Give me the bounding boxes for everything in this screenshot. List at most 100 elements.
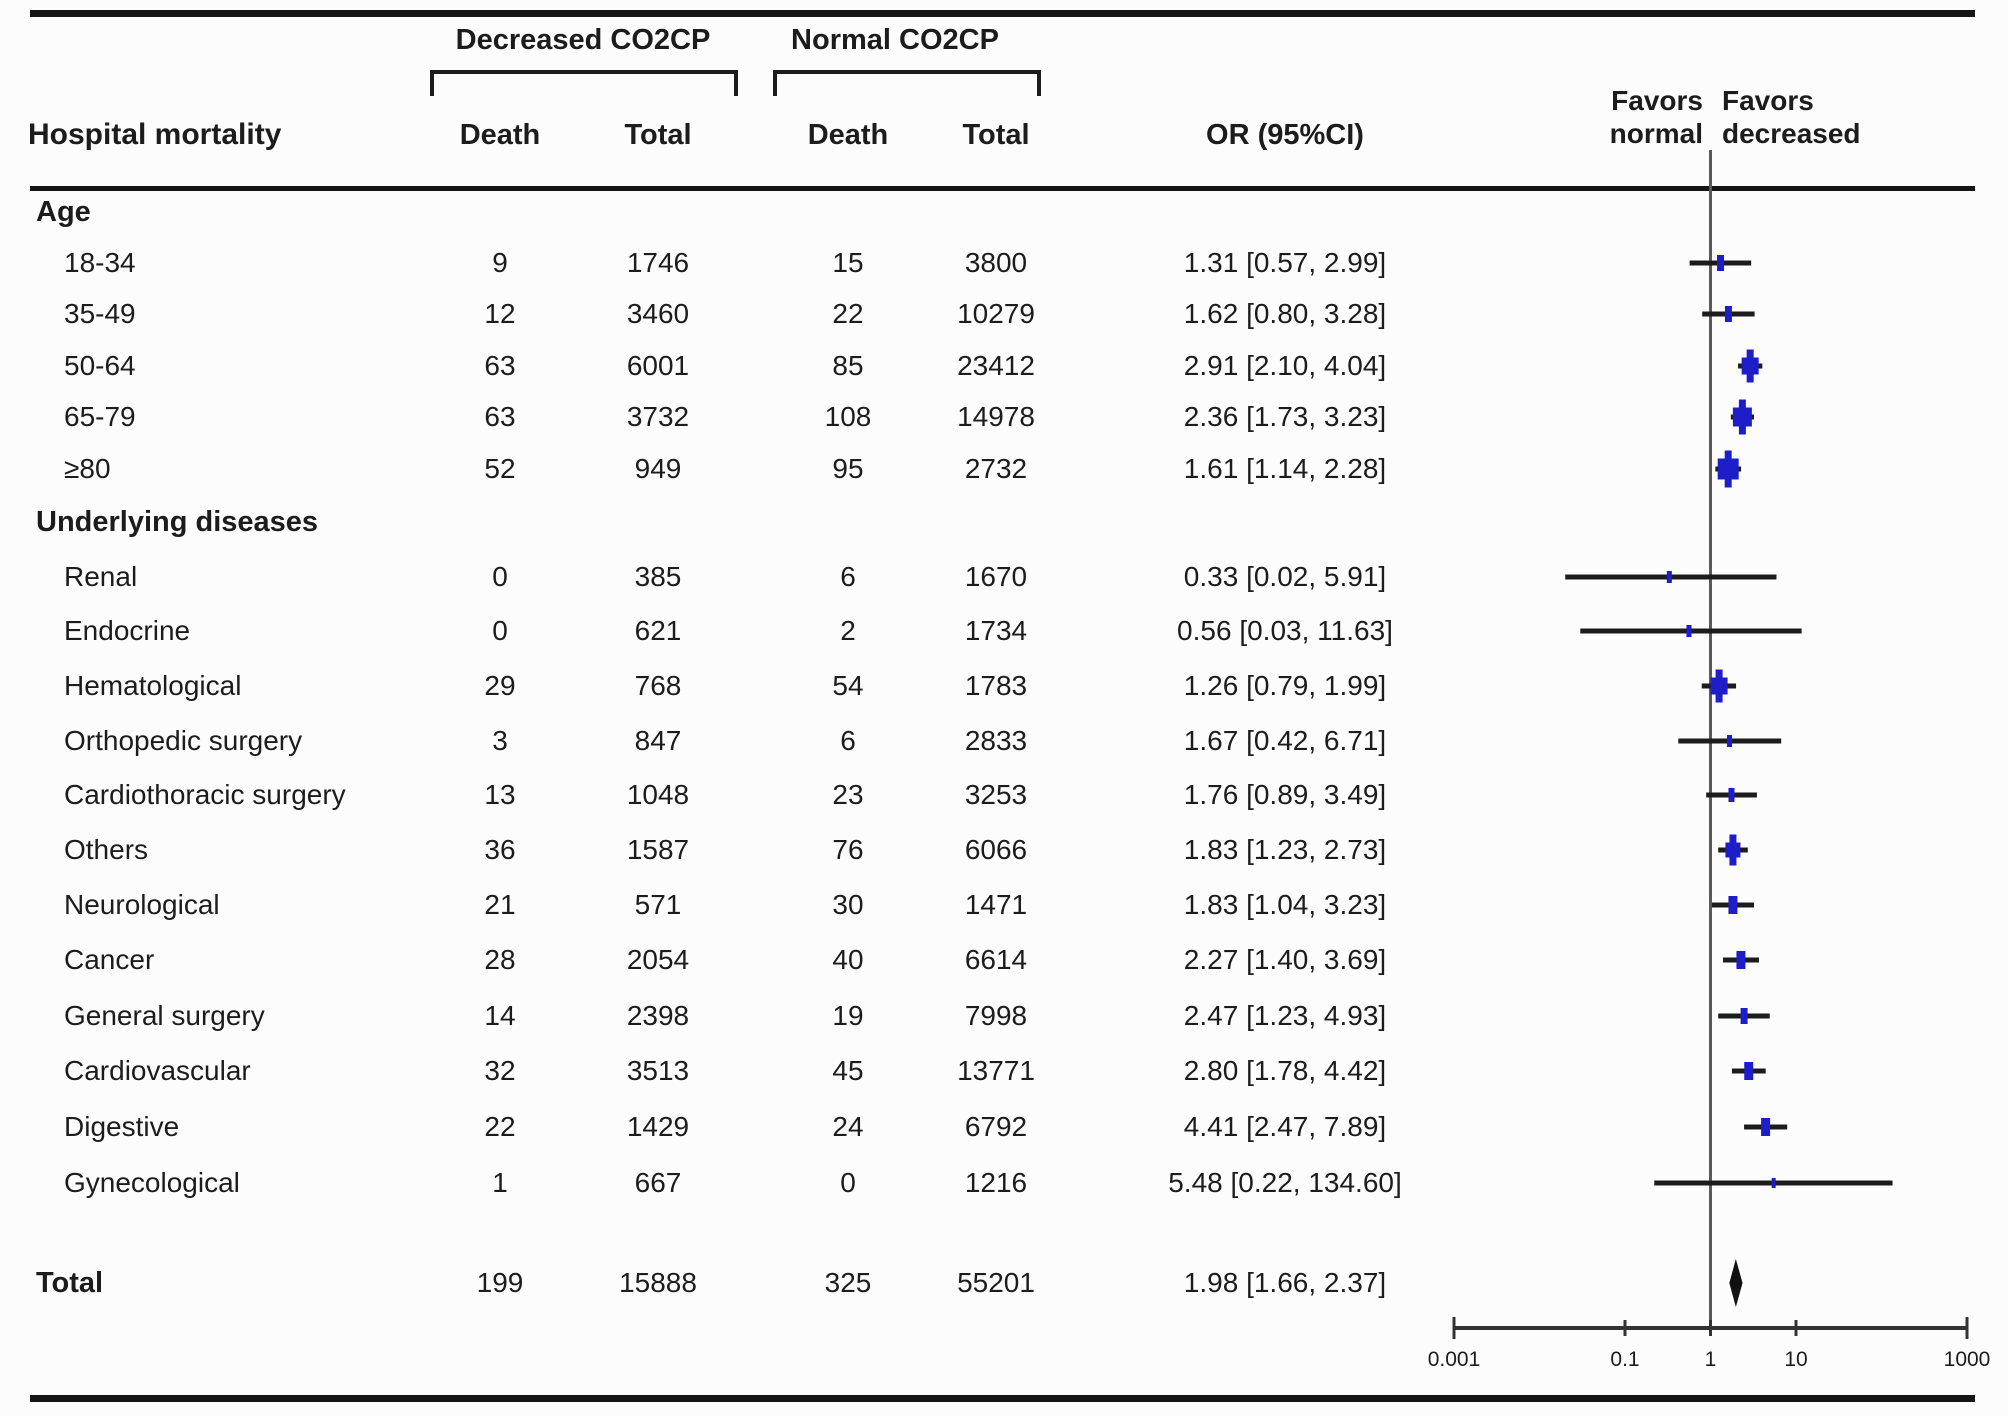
cell-death-normal: 19 [832,1000,864,1031]
cell-death-normal: 95 [832,453,864,484]
row-label: Cardiovascular [64,1055,251,1086]
cell-death-decreased: 29 [484,670,516,701]
cell-or-ci: 2.80 [1.78, 4.42] [1183,1055,1387,1086]
cell-death-normal: 15 [832,247,864,278]
row-label: Renal [64,561,138,592]
row-label: General surgery [64,1000,265,1031]
x-axis-tick-label: 0.1 [1610,1348,1639,1371]
cell-or-ci: 1.31 [0.57, 2.99] [1183,247,1387,278]
row-label: Neurological [64,889,220,920]
forest-plot-panel: 0.001 0.1 1 10 1000 [1420,140,2008,1380]
row-label: Digestive [64,1111,180,1142]
cell-death-normal: 40 [832,944,864,975]
row-label: Hematological [64,670,242,701]
cell-total-decreased: 3513 [626,1055,690,1086]
column-header-death-normal: Death [807,119,889,151]
cell-total-normal: 6614 [964,944,1028,975]
section-label: Underlying diseases [36,506,319,538]
cell-death-decreased: 63 [484,401,516,432]
or-tick-marker [1727,735,1733,747]
cell-total-decreased: 3460 [626,298,690,329]
row-label: 65-79 [64,401,136,432]
group-header-normal: Normal CO2CP [791,24,999,56]
cell-death-normal: 76 [832,834,864,865]
cell-death-normal: 325 [824,1267,872,1298]
cell-or-ci: 1.83 [1.04, 3.23] [1183,889,1387,920]
row-label: Orthopedic surgery [64,725,303,756]
cell-total-decreased: 15888 [619,1267,697,1298]
row-label: 35-49 [64,298,136,329]
x-axis-tick-label: 10 [1784,1348,1807,1371]
cell-total-normal: 2732 [964,453,1028,484]
row-label: 50-64 [64,350,136,381]
cell-total-decreased: 1587 [626,834,690,865]
row-label: Endocrine [64,615,191,646]
favors-decreased-label: Favors decreased [1722,84,1982,150]
or-tick-marker [1724,450,1732,488]
cell-total-normal: 1783 [964,670,1028,701]
or-tick-marker [1666,571,1672,583]
cell-or-ci: 1.83 [1.23, 2.73] [1183,834,1387,865]
cell-death-normal: 85 [832,350,864,381]
column-header-death-decreased: Death [459,119,541,151]
x-axis-tick-label: 1000 [1944,1348,1991,1371]
cell-total-normal: 7998 [964,1000,1028,1031]
section-label: Total [36,1267,104,1299]
cell-total-normal: 6066 [964,834,1028,865]
row-label: 18-34 [64,247,136,278]
cell-death-decreased: 21 [484,889,516,920]
or-tick-marker [1761,1118,1771,1136]
cell-death-normal: 2 [840,615,856,646]
cell-total-normal: 3253 [964,779,1028,810]
summary-diamond [1729,1259,1743,1307]
cell-total-normal: 6792 [964,1111,1028,1142]
cell-death-normal: 0 [840,1167,856,1198]
forest-plot-svg: 0.001 0.1 1 10 1000 [1428,150,1991,1371]
cell-total-decreased: 667 [634,1167,682,1198]
cell-total-normal: 1670 [964,561,1028,592]
or-tick-marker [1746,349,1754,383]
cell-death-decreased: 12 [484,298,516,329]
cell-total-decreased: 1048 [626,779,690,810]
section-label: Age [36,196,91,228]
cell-or-ci: 1.76 [0.89, 3.49] [1183,779,1387,810]
cell-death-decreased: 63 [484,350,516,381]
bottom-rule [30,1395,1975,1402]
cell-death-decreased: 0 [492,561,508,592]
cell-or-ci: 0.33 [0.02, 5.91] [1183,561,1387,592]
column-header-hospital-mortality: Hospital mortality [28,118,282,151]
cell-total-normal: 3800 [964,247,1028,278]
cell-total-normal: 10279 [957,298,1035,329]
favors-decreased-line2: decreased [1722,118,1861,149]
cell-total-normal: 1216 [964,1167,1028,1198]
cell-or-ci: 4.41 [2.47, 7.89] [1183,1111,1387,1142]
cell-or-ci: 5.48 [0.22, 134.60] [1168,1167,1402,1198]
cell-death-normal: 54 [832,670,864,701]
cell-total-decreased: 2054 [626,944,690,975]
column-header-total-normal: Total [962,119,1030,151]
cell-or-ci: 1.61 [1.14, 2.28] [1183,453,1387,484]
favors-decreased-line1: Favors [1722,85,1814,116]
or-tick-marker [1728,896,1738,914]
cell-death-decreased: 0 [492,615,508,646]
cell-total-normal: 1471 [964,889,1028,920]
cell-total-decreased: 1746 [626,247,690,278]
cell-death-decreased: 36 [484,834,516,865]
cell-or-ci: 2.27 [1.40, 3.69] [1183,944,1387,975]
row-label: Gynecological [64,1167,240,1198]
cell-total-normal: 14978 [957,401,1035,432]
cell-death-normal: 24 [832,1111,864,1142]
column-header-total-decreased: Total [624,119,692,151]
row-label: Cancer [64,944,155,975]
cell-total-normal: 55201 [957,1267,1035,1298]
header-rule [30,186,1975,191]
cell-death-decreased: 199 [476,1267,524,1298]
cell-death-normal: 45 [832,1055,864,1086]
cell-total-decreased: 949 [634,453,682,484]
or-tick-marker [1738,399,1746,435]
cell-total-decreased: 1429 [626,1111,690,1142]
or-tick-marker [1686,625,1692,637]
cell-death-normal: 108 [824,401,872,432]
